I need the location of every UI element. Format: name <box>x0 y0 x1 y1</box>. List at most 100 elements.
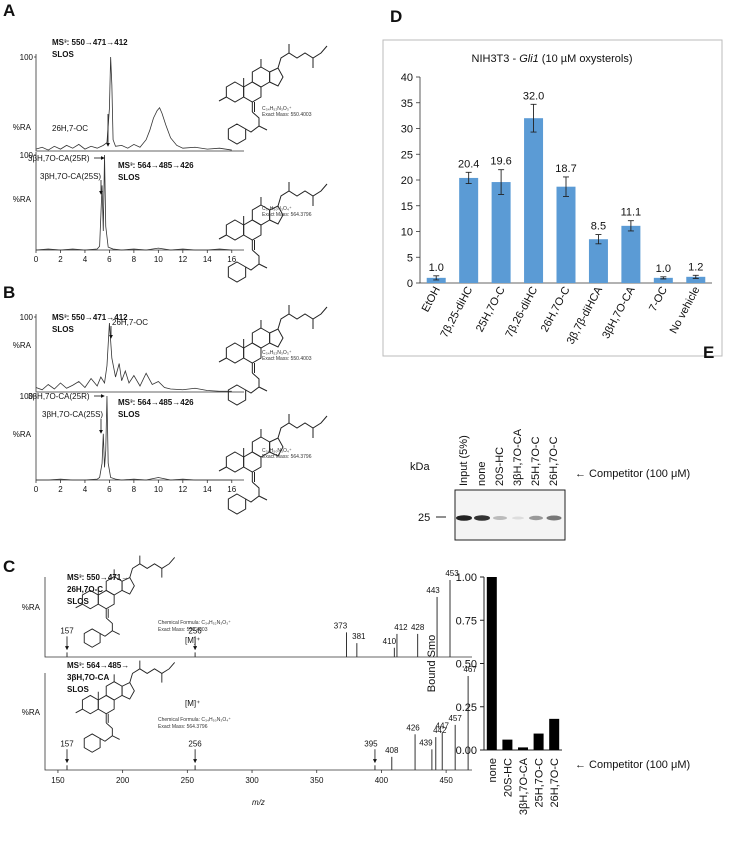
value-label: 20.4 <box>458 158 479 170</box>
trace-title: MS³: 564→485→426 <box>118 398 194 407</box>
x-tick-label: 26H,7O-C <box>549 758 561 808</box>
x-tick-label: 300 <box>245 776 259 785</box>
panel-frame <box>382 39 723 357</box>
exact-mass: Exact Mass: 550.4003 <box>262 112 312 118</box>
peak-label: 256 <box>188 739 202 748</box>
x-tick-label: 2 <box>58 255 63 264</box>
value-label: 1.0 <box>429 262 444 274</box>
bar <box>556 186 576 283</box>
panel-label: B <box>3 283 15 302</box>
trace-title: SLOS <box>67 685 89 694</box>
value-label: 19.6 <box>490 156 511 168</box>
formula: C₃₄H₅₂N₃O₃⁺ <box>262 350 292 356</box>
trace-title: 3βH,7O-CA <box>67 673 109 682</box>
error-bar <box>692 274 699 279</box>
x-tick-label: 26H,7O-C <box>539 285 573 334</box>
unit-label: kDa <box>410 461 430 473</box>
y-tick-label: 1.00 <box>456 572 477 584</box>
error-bar <box>530 103 537 133</box>
formula: C₃₄H₅₂N₃O₃⁺ <box>262 106 292 112</box>
x-tick-label: 150 <box>51 776 65 785</box>
exact-mass: Exact Mass: 564.3796 <box>262 454 312 460</box>
axis-line <box>44 577 472 658</box>
formula: C₃₄H₅₀N₃O₄⁺ <box>262 448 292 454</box>
peak-label: 410 <box>383 637 397 646</box>
exact-mass: Exact Mass: 564.3796 <box>262 212 312 218</box>
title-part: (10 µM oxysterols) <box>539 53 633 65</box>
trace-title: SLOS <box>67 597 89 606</box>
x-tick-label: 250 <box>181 776 195 785</box>
axis-line <box>35 54 244 152</box>
x-tick-label: 8 <box>132 255 137 264</box>
chemical-structure <box>218 181 328 283</box>
y-axis-label: %RA <box>13 430 32 439</box>
y-tick-label: 0.50 <box>456 659 477 671</box>
bar <box>533 733 544 750</box>
y-axis-label: %RA <box>22 603 41 612</box>
bar <box>653 277 673 283</box>
error-bar <box>465 171 472 185</box>
x-tick-label: 16 <box>227 255 236 264</box>
x-tick-label: 10 <box>154 485 163 494</box>
bar <box>502 739 513 750</box>
x-tick-label: EtOH <box>420 285 443 314</box>
annotation: 26H,7-OC <box>112 318 148 327</box>
x-tick-label: 12 <box>178 255 187 264</box>
y-tick-label: 25 <box>401 149 413 161</box>
annotation: ← Competitor (100 μM) <box>575 759 690 771</box>
trace-title: MS³: 550→471→412 <box>52 313 128 322</box>
peak-label: 457 <box>448 714 462 723</box>
lane-label: 26H,7O-C <box>548 436 560 486</box>
trace-title: 26H,7O-C <box>67 585 103 594</box>
trace <box>35 154 232 251</box>
peak-label: 395 <box>364 739 378 748</box>
x-tick-label: 16 <box>227 485 236 494</box>
peak-label: 157 <box>60 626 74 635</box>
x-tick-label: 25H,7O-C <box>474 285 508 334</box>
marker-label: 25 <box>418 512 430 524</box>
y-tick-label: 0.75 <box>456 615 477 627</box>
x-tick-label: 6 <box>107 255 112 264</box>
annotation: 3βH,7O-CA(25S) <box>40 172 101 181</box>
value-label: 32.0 <box>523 90 544 102</box>
y-tick-label: 0.00 <box>456 745 477 757</box>
y-tick-label: 30 <box>401 124 413 136</box>
error-bar <box>595 234 602 245</box>
bar <box>549 718 560 750</box>
western-blot <box>436 489 566 541</box>
trace-title: MS³: 550→471→ <box>67 573 129 582</box>
y-tick-label: 5 <box>407 252 413 264</box>
lane-label: 20S-HC <box>494 447 506 486</box>
peak-label: 256 <box>188 626 202 635</box>
x-tick-label: 25H,7O-C <box>534 758 546 808</box>
x-tick-label: 4 <box>83 485 88 494</box>
bar <box>588 239 608 283</box>
error-bar <box>563 176 569 197</box>
peak-label: 412 <box>394 623 408 632</box>
y-tick-label: 100 <box>20 392 34 401</box>
peak-label: 443 <box>426 586 440 595</box>
x-tick-label: 3βH,7O-CA <box>600 284 638 341</box>
y-tick-label: 35 <box>401 98 413 110</box>
annotation: 3βH,7O-CA(25R) <box>28 392 90 401</box>
x-tick-label: none <box>487 758 499 782</box>
y-tick-label: 100 <box>20 151 34 160</box>
annotation: 26H,7-OC <box>52 124 88 133</box>
trace <box>36 395 232 481</box>
peak-label: 408 <box>385 746 399 755</box>
x-tick-label: 14 <box>203 485 212 494</box>
axis-line <box>44 673 472 771</box>
exact-mass: Exact Mass: 550.4003 <box>262 356 312 362</box>
y-tick-label: 100 <box>20 53 34 62</box>
x-tick-label: 7β,25-diHC <box>438 285 475 340</box>
bar <box>621 225 641 283</box>
panel-label: A <box>3 1 15 20</box>
peak-label: 157 <box>60 739 74 748</box>
y-tick-label: 20 <box>401 175 413 187</box>
error-bar <box>498 169 505 195</box>
y-tick-label: 40 <box>401 72 413 84</box>
exact-mass: Exact Mass: 564.3796 <box>158 724 208 730</box>
x-axis-label: m/z <box>252 798 265 807</box>
